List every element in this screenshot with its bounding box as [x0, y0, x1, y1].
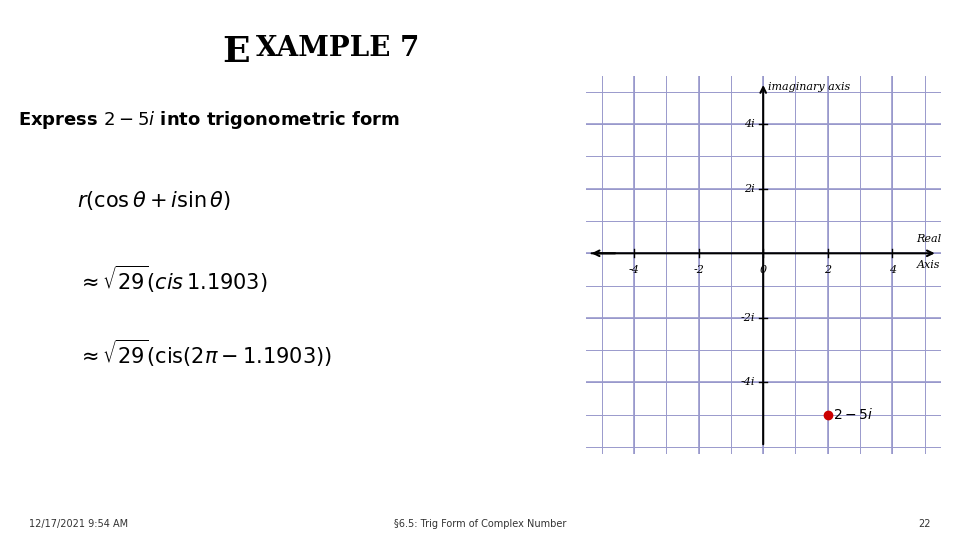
- Text: $\approx \sqrt{29}\left(\mathrm{cis}\left(2\pi - 1.1903\right)\right)$: $\approx \sqrt{29}\left(\mathrm{cis}\lef…: [78, 338, 332, 369]
- Text: -4i: -4i: [741, 377, 756, 388]
- Text: 4: 4: [889, 265, 896, 275]
- Text: $2 - 5i$: $2 - 5i$: [832, 407, 873, 422]
- Text: -2: -2: [693, 265, 704, 275]
- Text: $\approx \sqrt{29}\left(\mathrm{cis}\ 5.0929\right)$: $\approx \sqrt{29}\left(\mathrm{cis}\ 5.…: [332, 448, 551, 481]
- Text: 0: 0: [759, 265, 767, 275]
- Text: 2: 2: [825, 265, 831, 275]
- Text: Real: Real: [916, 234, 941, 244]
- Text: -4: -4: [629, 265, 639, 275]
- Text: 4i: 4i: [745, 119, 756, 129]
- Text: $\approx \sqrt{29}\left(\mathit{cis}\,1.1903\right)$: $\approx \sqrt{29}\left(\mathit{cis}\,1.…: [78, 264, 268, 294]
- Text: 22: 22: [919, 519, 931, 529]
- Text: 2i: 2i: [745, 184, 756, 194]
- Text: imaginary axis: imaginary axis: [768, 82, 851, 92]
- Text: XAMPLE 7: XAMPLE 7: [256, 35, 420, 62]
- Text: -2i: -2i: [741, 313, 756, 323]
- Text: Axis: Axis: [918, 260, 941, 270]
- Text: §6.5: Trig Form of Complex Number: §6.5: Trig Form of Complex Number: [394, 519, 566, 529]
- Text: Express $2 - 5i$ into trigonometric form: Express $2 - 5i$ into trigonometric form: [18, 109, 400, 131]
- Text: 12/17/2021 9:54 AM: 12/17/2021 9:54 AM: [29, 519, 128, 529]
- Text: E: E: [223, 35, 250, 69]
- Text: $r\left(\cos\theta + i\sin\theta\right)$: $r\left(\cos\theta + i\sin\theta\right)$: [78, 189, 231, 212]
